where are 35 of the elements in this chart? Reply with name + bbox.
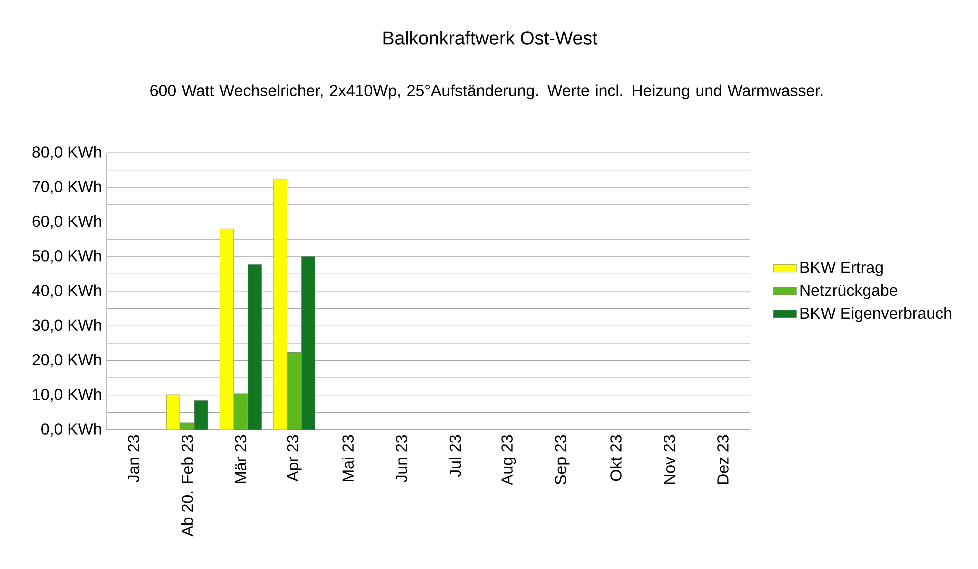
- x-tick-label: Ab 20. Feb 23: [182, 435, 194, 537]
- chart-subtitle: 600 Watt Wechselricher, 2x410Wp, 25°Aufständerung. Werte incl. Heizung und Warmwasser.: [150, 84, 823, 100]
- y-tick-label: 30,0 KWh: [32, 319, 102, 333]
- bar: [288, 352, 302, 430]
- legend-label: BKW Eigenverbrauch: [800, 307, 952, 322]
- bar: [166, 394, 180, 430]
- y-tick-label: 0,0 KWh: [42, 423, 102, 437]
- bar: [220, 228, 234, 430]
- x-tick-label: Mär 23: [235, 435, 247, 484]
- y-tick-label: 80,0 KWh: [32, 146, 102, 160]
- x-tick-label: Jun 23: [396, 435, 408, 482]
- y-tick-label: 60,0 KWh: [32, 215, 102, 230]
- bar: [274, 180, 288, 430]
- y-tick-label: 20,0 KWh: [32, 354, 102, 368]
- legend-label: Netzrückgabe: [800, 284, 898, 300]
- bar: [194, 400, 208, 430]
- y-tick-label: 10,0 KWh: [33, 388, 102, 402]
- x-tick-label: Jan 23: [128, 435, 140, 482]
- y-tick-label: 50,0 KWh: [32, 250, 102, 264]
- x-tick-label: Mai 23: [342, 435, 354, 482]
- chart-title: Balkonkraftwerk Ost-West: [384, 31, 598, 45]
- bar: [234, 394, 248, 430]
- x-tick-label: Okt 23: [610, 435, 622, 482]
- bar: [248, 264, 262, 430]
- y-tick-label: 70,0 KWh: [32, 180, 102, 194]
- bar: [180, 422, 194, 430]
- y-tick-label: 40,0 KWh: [32, 284, 102, 298]
- x-tick-label: Nov 23: [664, 435, 676, 484]
- x-tick-label: Jul 23: [449, 435, 462, 478]
- legend-label: BKW Ertrag: [800, 262, 883, 276]
- x-tick-label: Sep 23: [555, 435, 570, 485]
- bar: [302, 256, 316, 430]
- x-tick-label: Apr 23: [287, 435, 302, 482]
- x-tick-label: Aug 23: [502, 435, 516, 486]
- x-tick-label: Dez 23: [718, 435, 729, 484]
